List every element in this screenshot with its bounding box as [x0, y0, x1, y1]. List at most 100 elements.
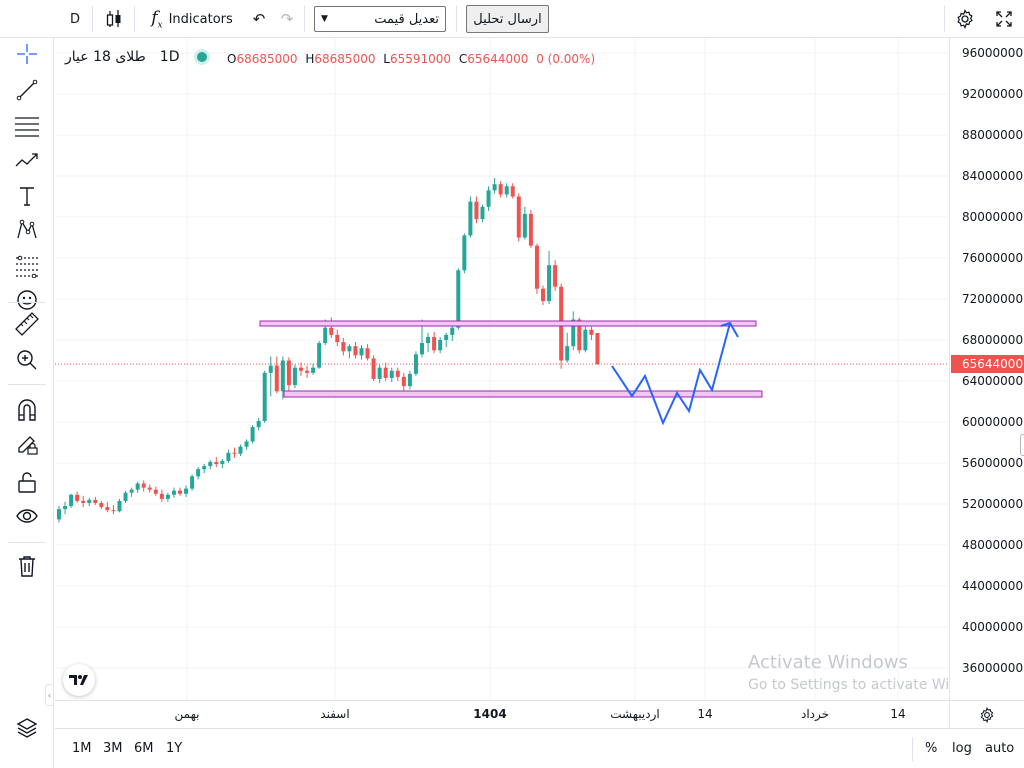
fib-tool[interactable]: [12, 252, 42, 280]
candle-body: [547, 265, 552, 302]
price-tick-label: 36000000: [962, 661, 1024, 675]
candle-style-button[interactable]: [100, 4, 128, 34]
candle: [480, 204, 485, 223]
time-scale[interactable]: بهمن اسفند 1404 اردیبهشت 14 خرداد 14: [55, 700, 949, 728]
candle: [214, 456, 219, 468]
candle: [184, 485, 189, 497]
settings-button[interactable]: [952, 4, 978, 34]
candle: [444, 332, 449, 348]
time-scale-settings[interactable]: [949, 700, 1024, 728]
chart-legend: طلای 18 عیار 1D: [65, 46, 208, 68]
legend-interval[interactable]: 1D: [159, 49, 180, 65]
trend-line-icon: [16, 79, 38, 101]
auto-scale-toggle[interactable]: auto: [985, 741, 1015, 756]
candle-body: [395, 370, 400, 377]
candle: [510, 183, 515, 199]
unlock-tool[interactable]: [12, 468, 42, 496]
candle: [147, 484, 152, 493]
indicators-button[interactable]: fx Indicators: [142, 4, 242, 34]
crosshair-tool[interactable]: [12, 40, 42, 68]
candle: [87, 497, 92, 507]
candle: [280, 356, 285, 400]
layers-icon: [16, 718, 38, 738]
log-scale-toggle[interactable]: log: [952, 741, 972, 756]
candle: [274, 356, 279, 394]
candle-body: [214, 461, 219, 465]
candle-body: [377, 367, 382, 379]
range-6m-button[interactable]: 6M: [134, 741, 154, 756]
horizontal-lines-tool[interactable]: [12, 112, 42, 140]
toolbar-divider: [92, 6, 93, 32]
range-1m-button[interactable]: 1M: [72, 741, 92, 756]
high-value: 68685000: [314, 52, 376, 66]
candle-body: [383, 367, 388, 378]
hide-drawings-tool[interactable]: [12, 502, 42, 530]
price-tick-label: 80000000: [962, 210, 1024, 224]
text-icon: [20, 187, 34, 206]
candle: [571, 311, 576, 351]
trend-line-tool[interactable]: [12, 76, 42, 104]
candle: [516, 193, 521, 242]
candle: [371, 355, 376, 381]
price-adjustment-select[interactable]: تعدیل قیمت ▼: [314, 6, 446, 32]
price-scale[interactable]: 96000000 92000000 88000000 84000000 80000000…: [949, 38, 1024, 700]
range-3m-button[interactable]: 3M: [103, 741, 123, 756]
tradingview-logo[interactable]: [63, 664, 95, 696]
open-label: O: [227, 52, 237, 66]
fib-icon: [16, 255, 38, 278]
arrow-path-tool[interactable]: [12, 146, 42, 174]
candle: [135, 481, 140, 493]
candle: [407, 370, 412, 390]
remove-drawings-tool[interactable]: [12, 552, 42, 580]
candle: [208, 459, 213, 470]
candle: [528, 209, 533, 248]
resistance-rectangle[interactable]: [259, 320, 757, 327]
magnet-tool[interactable]: [12, 396, 42, 424]
legend-symbol[interactable]: طلای 18 عیار: [65, 49, 146, 65]
candle: [553, 260, 558, 291]
support-rectangle[interactable]: [283, 390, 763, 398]
chart-canvas[interactable]: [55, 38, 949, 700]
candle-body: [299, 367, 303, 371]
scale-drag-handle[interactable]: [1020, 434, 1024, 456]
change-value: 0: [536, 52, 544, 66]
change-percent: (0.00%): [547, 52, 596, 66]
redo-button[interactable]: ↷: [276, 4, 298, 34]
candle-body: [444, 334, 449, 340]
trash-icon: [19, 556, 35, 577]
candle-body: [565, 346, 570, 361]
lock-drawing-tool[interactable]: [12, 430, 42, 458]
open-value: 68685000: [236, 52, 298, 66]
send-analysis-button[interactable]: ارسال تحلیل: [466, 5, 549, 33]
forecast-path[interactable]: [611, 322, 731, 426]
chart-pane[interactable]: طلای 18 عیار 1D O68685000 H68685000 L655…: [55, 38, 949, 700]
measure-tool[interactable]: [12, 310, 42, 338]
candle: [153, 486, 158, 496]
candle-body: [262, 372, 267, 421]
user-drawings: [259, 320, 763, 426]
candle: [335, 329, 340, 347]
candle-body: [407, 373, 412, 387]
candle-body: [365, 348, 370, 359]
toolbar-divider: [8, 542, 46, 543]
object-tree-tool[interactable]: [12, 714, 42, 742]
candle-body: [280, 360, 285, 392]
text-tool[interactable]: [12, 182, 42, 210]
indicators-label: Indicators: [168, 11, 233, 27]
candle-body: [202, 466, 207, 470]
candle: [353, 342, 358, 359]
undo-button[interactable]: ↶: [248, 4, 270, 34]
candle-body: [184, 488, 189, 494]
fullscreen-button[interactable]: [990, 4, 1018, 34]
pattern-tool[interactable]: [12, 216, 42, 244]
toolbar-collapse-handle[interactable]: ‹: [45, 684, 54, 706]
candle: [426, 332, 431, 353]
zoom-in-tool[interactable]: [12, 346, 42, 374]
candle-body: [153, 489, 158, 494]
symbol-search-button[interactable]: D: [69, 11, 80, 27]
candle: [389, 367, 394, 383]
candle: [220, 458, 225, 469]
percent-scale-toggle[interactable]: %: [925, 741, 938, 756]
candle-body: [117, 500, 122, 512]
range-1y-button[interactable]: 1Y: [166, 741, 183, 756]
